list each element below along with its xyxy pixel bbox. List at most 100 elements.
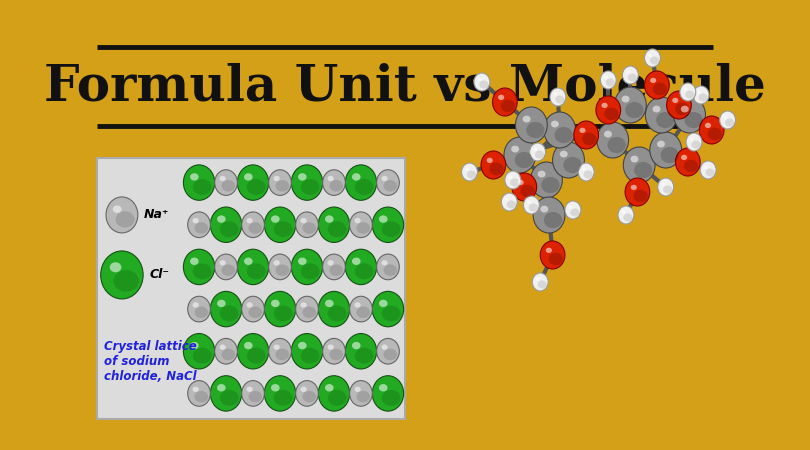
Ellipse shape xyxy=(602,103,608,108)
Ellipse shape xyxy=(275,349,289,360)
Ellipse shape xyxy=(328,390,347,406)
Ellipse shape xyxy=(327,260,334,265)
Circle shape xyxy=(596,96,620,124)
Circle shape xyxy=(600,71,616,89)
Ellipse shape xyxy=(631,184,637,190)
Circle shape xyxy=(573,121,599,149)
Ellipse shape xyxy=(327,176,334,181)
Ellipse shape xyxy=(109,262,122,272)
Circle shape xyxy=(481,151,505,179)
Ellipse shape xyxy=(274,306,292,321)
Ellipse shape xyxy=(698,94,708,102)
Circle shape xyxy=(269,170,292,195)
Circle shape xyxy=(264,291,296,327)
Ellipse shape xyxy=(723,115,727,119)
Circle shape xyxy=(345,333,377,369)
Circle shape xyxy=(505,171,521,189)
Circle shape xyxy=(183,333,215,369)
Circle shape xyxy=(515,107,548,143)
Ellipse shape xyxy=(536,277,539,281)
Ellipse shape xyxy=(356,306,370,318)
Ellipse shape xyxy=(220,260,226,265)
Ellipse shape xyxy=(193,179,211,195)
Ellipse shape xyxy=(221,264,235,276)
Ellipse shape xyxy=(478,77,481,81)
Circle shape xyxy=(188,381,211,406)
Ellipse shape xyxy=(604,130,612,138)
Text: Na⁺: Na⁺ xyxy=(144,208,169,221)
Ellipse shape xyxy=(379,216,387,223)
Ellipse shape xyxy=(220,390,239,406)
Ellipse shape xyxy=(675,103,689,115)
Circle shape xyxy=(492,88,518,116)
Circle shape xyxy=(237,249,269,285)
Circle shape xyxy=(693,86,709,104)
Ellipse shape xyxy=(301,302,307,308)
Ellipse shape xyxy=(582,167,586,171)
Text: Cl⁻: Cl⁻ xyxy=(149,269,169,281)
Circle shape xyxy=(350,296,373,322)
Ellipse shape xyxy=(301,387,307,392)
Ellipse shape xyxy=(193,348,211,364)
Circle shape xyxy=(211,291,241,327)
Ellipse shape xyxy=(569,205,573,209)
Ellipse shape xyxy=(672,98,678,103)
Circle shape xyxy=(292,333,322,369)
Circle shape xyxy=(377,338,399,364)
Ellipse shape xyxy=(555,127,573,143)
Circle shape xyxy=(578,163,594,181)
Circle shape xyxy=(680,83,696,101)
Circle shape xyxy=(474,73,490,91)
Ellipse shape xyxy=(535,150,544,158)
Ellipse shape xyxy=(544,212,562,228)
Circle shape xyxy=(531,162,562,198)
Ellipse shape xyxy=(274,260,279,265)
Ellipse shape xyxy=(302,391,316,402)
Circle shape xyxy=(532,273,548,291)
Ellipse shape xyxy=(355,387,360,392)
Ellipse shape xyxy=(692,140,701,148)
Circle shape xyxy=(322,170,345,195)
Ellipse shape xyxy=(190,173,198,180)
Ellipse shape xyxy=(518,180,524,185)
Ellipse shape xyxy=(514,152,533,168)
Ellipse shape xyxy=(538,280,547,288)
Circle shape xyxy=(350,212,373,238)
Circle shape xyxy=(615,87,646,123)
Ellipse shape xyxy=(708,128,722,140)
Circle shape xyxy=(667,91,692,119)
Ellipse shape xyxy=(684,87,688,91)
Circle shape xyxy=(646,97,677,133)
Ellipse shape xyxy=(301,348,319,364)
Circle shape xyxy=(100,251,143,299)
Circle shape xyxy=(188,212,211,238)
Ellipse shape xyxy=(275,264,289,276)
Ellipse shape xyxy=(330,264,343,276)
Ellipse shape xyxy=(725,118,734,126)
Ellipse shape xyxy=(563,157,582,173)
Ellipse shape xyxy=(465,167,469,171)
Circle shape xyxy=(215,170,237,195)
Circle shape xyxy=(264,207,296,243)
Ellipse shape xyxy=(244,173,253,180)
Ellipse shape xyxy=(301,218,307,223)
Circle shape xyxy=(188,296,211,322)
Ellipse shape xyxy=(608,137,626,153)
Ellipse shape xyxy=(501,99,515,112)
Ellipse shape xyxy=(511,146,519,153)
Ellipse shape xyxy=(274,344,279,350)
Circle shape xyxy=(550,88,566,106)
Ellipse shape xyxy=(487,158,492,163)
Ellipse shape xyxy=(556,95,565,104)
Ellipse shape xyxy=(355,218,360,223)
Ellipse shape xyxy=(193,218,198,223)
Circle shape xyxy=(530,143,545,161)
Ellipse shape xyxy=(298,257,307,265)
Circle shape xyxy=(322,338,345,364)
Ellipse shape xyxy=(660,147,679,163)
Circle shape xyxy=(269,254,292,280)
Circle shape xyxy=(241,212,264,238)
Ellipse shape xyxy=(382,390,400,406)
Ellipse shape xyxy=(301,179,319,195)
Ellipse shape xyxy=(116,212,134,228)
